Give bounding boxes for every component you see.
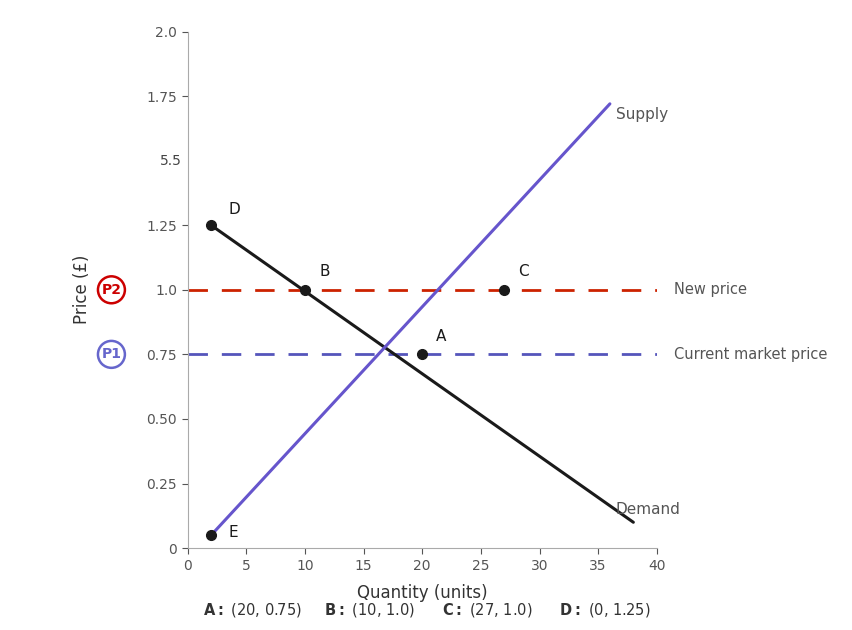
Y-axis label: Price (£): Price (£) xyxy=(73,255,91,324)
Text: New price: New price xyxy=(674,282,746,297)
Text: P2: P2 xyxy=(101,283,121,297)
Text: $\mathbf{A:}$ (20, 0.75)     $\mathbf{B:}$ (10, 1.0)      $\mathbf{C:}$ (27, 1.0: $\mathbf{A:}$ (20, 0.75) $\mathbf{B:}$ (… xyxy=(203,601,649,619)
Text: 5.5: 5.5 xyxy=(159,154,181,168)
Text: Demand: Demand xyxy=(615,502,680,517)
Text: Current market price: Current market price xyxy=(674,347,826,362)
Text: A: A xyxy=(435,329,446,344)
Text: C: C xyxy=(518,265,528,280)
Text: D: D xyxy=(228,202,240,217)
Text: P1: P1 xyxy=(101,347,121,362)
Text: Supply: Supply xyxy=(615,106,667,122)
X-axis label: Quantity (units): Quantity (units) xyxy=(356,583,487,602)
Text: E: E xyxy=(228,525,238,541)
Text: B: B xyxy=(319,265,329,280)
